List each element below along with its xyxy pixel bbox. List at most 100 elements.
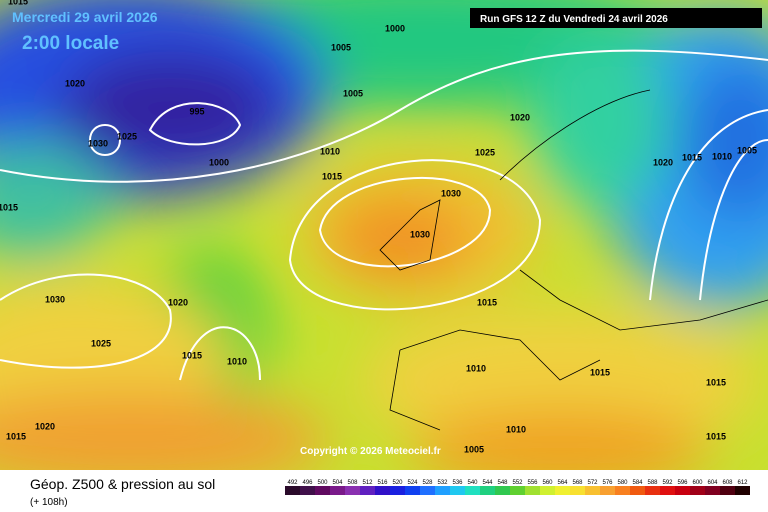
scale-swatch <box>675 486 690 495</box>
scale-label: 608 <box>722 480 733 486</box>
scale-swatch <box>360 486 375 495</box>
scale-swatch <box>435 486 450 495</box>
isobar-label: 1020 <box>653 157 673 167</box>
scale-swatch <box>630 486 645 495</box>
isobar-label: 1020 <box>65 78 85 88</box>
scale-label: 568 <box>572 480 583 486</box>
scale-swatch <box>315 486 330 495</box>
scale-swatch <box>660 486 675 495</box>
isobar-label: 1015 <box>590 367 610 377</box>
scale-label: 500 <box>317 480 328 486</box>
isobar-label: 1015 <box>6 431 26 441</box>
isobar-label: 1015 <box>682 152 702 162</box>
scale-label: 540 <box>467 480 478 486</box>
run-box <box>470 8 762 28</box>
scale-label: 576 <box>602 480 613 486</box>
isobar-label: 1005 <box>343 88 363 98</box>
scale-label: 504 <box>332 480 343 486</box>
isobar-label: 1025 <box>117 131 137 141</box>
isobar-label: 1030 <box>410 229 430 239</box>
scale-label: 492 <box>287 480 298 486</box>
scale-swatch <box>390 486 405 495</box>
isobar-label: 1015 <box>322 171 342 181</box>
scale-label: 532 <box>437 480 448 486</box>
isobar-label: 1010 <box>712 151 732 161</box>
isobar-label: 1000 <box>385 23 405 33</box>
scale-label: 600 <box>692 480 703 486</box>
scale-swatch <box>705 486 720 495</box>
scale-label: 596 <box>677 480 688 486</box>
scale-label: 524 <box>407 480 418 486</box>
scale-swatch <box>735 486 750 495</box>
scale-swatch <box>450 486 465 495</box>
color-scale: 492 496 500 504 508 512 516 520 524 528 532 536 540 5… <box>285 480 750 495</box>
scale-swatch <box>510 486 525 495</box>
scale-swatch <box>285 486 300 495</box>
isobar-label: 1030 <box>45 294 65 304</box>
isobar-label: 1015 <box>8 0 28 6</box>
scale-swatch <box>420 486 435 495</box>
isobar-label: 1015 <box>182 350 202 360</box>
isobar-label: 1025 <box>91 338 111 348</box>
scale-swatch <box>690 486 705 495</box>
date: Mercredi 29 avril 2026 <box>12 9 158 25</box>
isobar-label: 1020 <box>510 112 530 122</box>
run: Run GFS 12 Z du Vendredi 24 avril 2026 <box>480 14 668 25</box>
field <box>0 0 768 470</box>
isobar-label: 1030 <box>441 188 461 198</box>
isobar-label: 995 <box>189 106 204 116</box>
isobar-label: 1015 <box>706 431 726 441</box>
scale-swatch <box>585 486 600 495</box>
scale-swatch <box>600 486 615 495</box>
scale-label: 496 <box>302 480 313 486</box>
scale-label: 552 <box>512 480 523 486</box>
scale-swatch <box>465 486 480 495</box>
scale-label: 508 <box>347 480 358 486</box>
scale-label: 564 <box>557 480 568 486</box>
isobar-label: 1030 <box>88 138 108 148</box>
isobar-label: 1025 <box>475 147 495 157</box>
scale-label: 556 <box>527 480 538 486</box>
time: 2:00 locale <box>22 33 119 54</box>
scale-label: 516 <box>377 480 388 486</box>
isobar-label: 1015 <box>0 202 18 212</box>
scale-label: 548 <box>497 480 508 486</box>
scale-label: 512 <box>362 480 373 486</box>
scale-label: 544 <box>482 480 493 486</box>
scale-swatch <box>405 486 420 495</box>
isobar-label: 1005 <box>464 444 484 454</box>
isobar-label: 1015 <box>477 297 497 307</box>
isobar-label: 1010 <box>227 356 247 366</box>
scale-swatch <box>645 486 660 495</box>
isobar-label: 1010 <box>506 424 526 434</box>
scale-swatch <box>540 486 555 495</box>
scale-swatch <box>300 486 315 495</box>
scale-label: 584 <box>632 480 643 486</box>
scale-swatch <box>570 486 585 495</box>
isobar-label: 1010 <box>320 146 340 156</box>
scale-swatch <box>615 486 630 495</box>
scale-label: 572 <box>587 480 598 486</box>
isobar-label: 1020 <box>168 297 188 307</box>
scale-label: 604 <box>707 480 718 486</box>
scale-label: 528 <box>422 480 433 486</box>
scale-swatch <box>480 486 495 495</box>
scale-label: 520 <box>392 480 403 486</box>
scale-label: 588 <box>647 480 658 486</box>
scale-swatch <box>495 486 510 495</box>
scale-label: 560 <box>542 480 553 486</box>
isobar-label: 1005 <box>737 145 757 155</box>
scale-label: 612 <box>737 480 748 486</box>
scale-swatch <box>345 486 360 495</box>
scale-swatch <box>375 486 390 495</box>
isobar-label: 1010 <box>466 363 486 373</box>
scale-label: 580 <box>617 480 628 486</box>
footer-title: Géop. Z500 & pression au sol <box>30 476 215 492</box>
isobar-label: 1005 <box>331 42 351 52</box>
scale-swatch <box>330 486 345 495</box>
footer-lead: (+ 108h) <box>30 497 68 508</box>
isobar-label: 1015 <box>706 377 726 387</box>
scale-label: 536 <box>452 480 463 486</box>
scale-swatch <box>555 486 570 495</box>
